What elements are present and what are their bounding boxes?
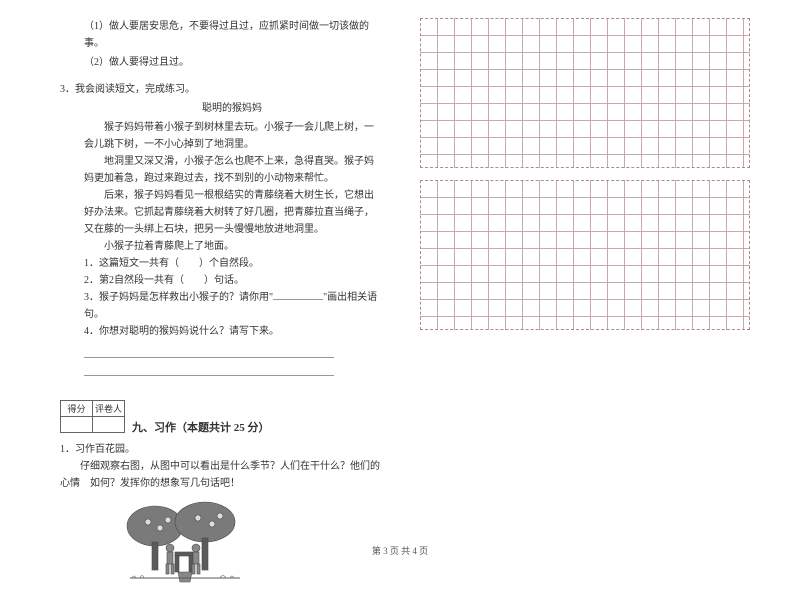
- writing-prompt: 1．习作百花园。 仔细观察右图，从图中可以看出是什么季节？人们在干什么？他们的心…: [60, 441, 380, 492]
- sub-q2: 2．第2自然段一共有（ ）句话。: [84, 272, 380, 289]
- score-header-2: 评卷人: [93, 401, 125, 417]
- answer-line-2[interactable]: [84, 362, 334, 376]
- right-column: [400, 0, 800, 565]
- sub-questions: 1．这篇短文一共有（ ）个自然段。 2．第2自然段一共有（ ）句话。 3．猴子妈…: [60, 255, 380, 340]
- story-title: 聪明的猴妈妈: [60, 100, 380, 117]
- option-2: （2）做人要得过且过。: [60, 54, 380, 71]
- sub-q3: 3．猴子妈妈是怎样救出小猴子的？请你用""画出相关语句。: [84, 289, 380, 323]
- blank-underline[interactable]: [273, 290, 323, 300]
- exam-page: （1）做人要居安思危，不要得过且过，应抓紧时间做一切该做的事。 （2）做人要得过…: [0, 0, 800, 565]
- left-column: （1）做人要居安思危，不要得过且过，应抓紧时间做一切该做的事。 （2）做人要得过…: [0, 0, 400, 565]
- writing-grid-1[interactable]: [420, 18, 750, 168]
- sub-q4: 4．你想对聪明的猴妈妈说什么？请写下来。: [84, 323, 380, 340]
- tree-picking-icon: [120, 498, 260, 588]
- score-header-1: 得分: [61, 401, 93, 417]
- sub-q1: 1．这篇短文一共有（ ）个自然段。: [84, 255, 380, 272]
- q3-stem: 3．我会阅读短文，完成练习。: [60, 81, 380, 98]
- story-p3: 后来，猴子妈妈看见一根根结实的青藤绕着大树生长，它想出好办法来。它抓起青藤绕着大…: [84, 187, 380, 238]
- answer-line-1[interactable]: [84, 344, 334, 358]
- writing-body: 仔细观察右图，从图中可以看出是什么季节？人们在干什么？他们的心情 如何？发挥你的…: [60, 458, 380, 492]
- story-p4: 小猴子拉着青藤爬上了地面。: [84, 238, 380, 255]
- writing-stem: 1．习作百花园。: [60, 441, 380, 458]
- option-1: （1）做人要居安思危，不要得过且过，应抓紧时间做一切该做的事。: [60, 18, 380, 52]
- story-body: 猴子妈妈带着小猴子到树林里去玩。小猴子一会儿爬上树，一会儿跳下树，一不小心掉到了…: [60, 119, 380, 255]
- story-p1: 猴子妈妈带着小猴子到树林里去玩。小猴子一会儿爬上树，一会儿跳下树，一不小心掉到了…: [84, 119, 380, 153]
- page-footer: 第 3 页 共 4 页: [0, 544, 800, 557]
- story-p2: 地洞里又深又滑，小猴子怎么也爬不上来，急得直哭。猴子妈妈更加着急，跑过来跑过去，…: [84, 153, 380, 187]
- sub-q3-pre: 3．猴子妈妈是怎样救出小猴子的？请你用": [84, 292, 273, 303]
- writing-grid-2[interactable]: [420, 180, 750, 330]
